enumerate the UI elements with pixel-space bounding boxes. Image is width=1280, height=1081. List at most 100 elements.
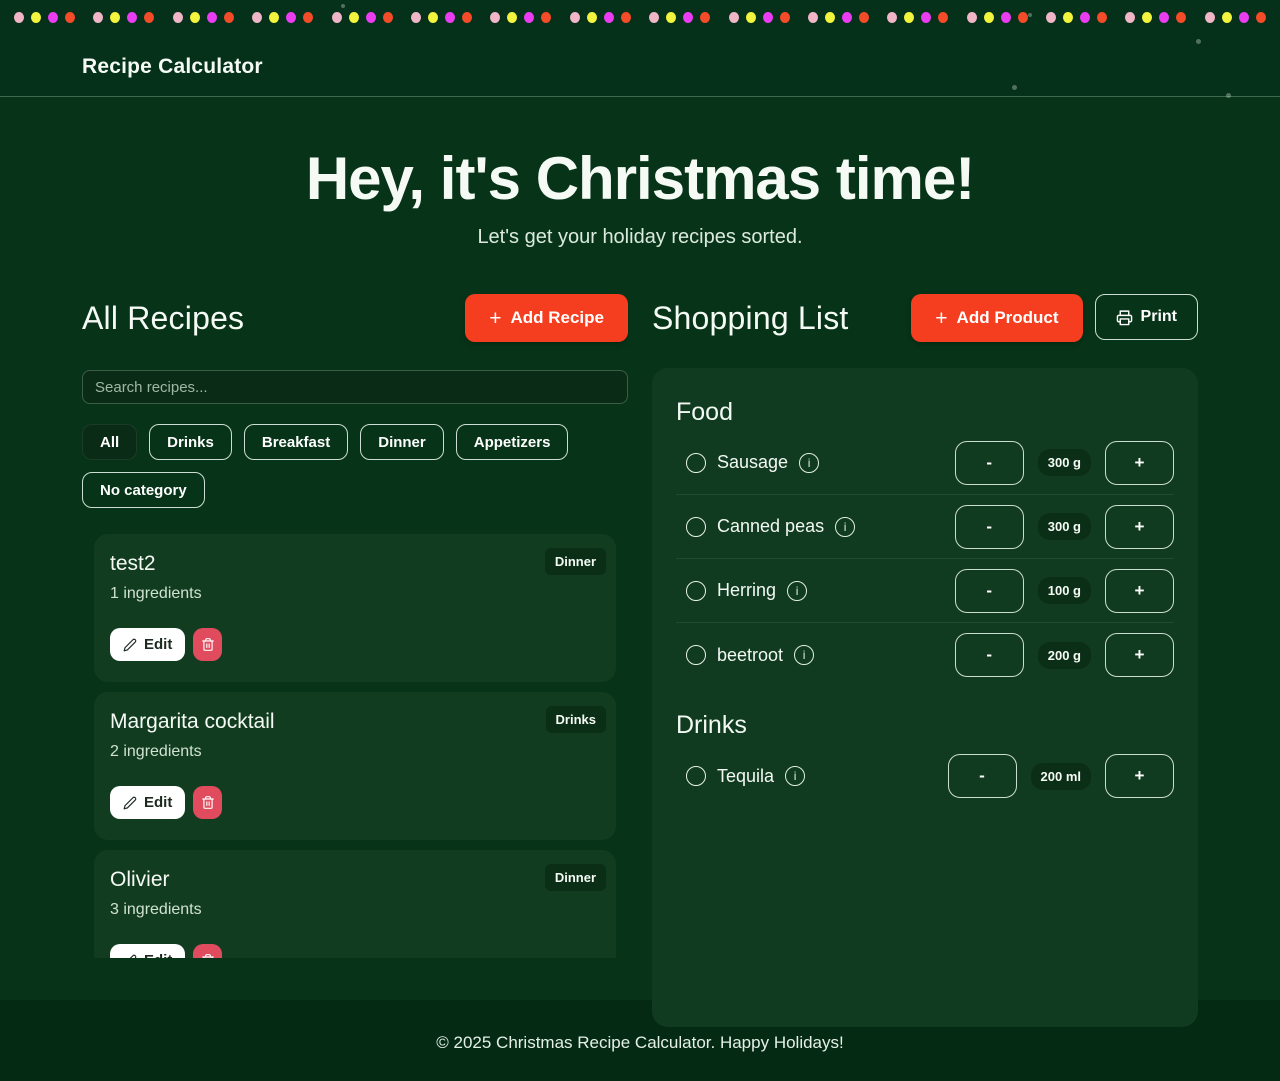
- light-dot: [31, 12, 41, 23]
- info-icon[interactable]: i: [794, 645, 815, 665]
- light-dot: [1221, 12, 1232, 23]
- item-quantity-controls: - 300 g +: [954, 440, 1174, 485]
- quantity-badge: 200 ml: [1030, 762, 1091, 790]
- light-dot: [172, 12, 183, 23]
- light-dot: [507, 12, 518, 23]
- category-chip-drinks[interactable]: Drinks: [149, 424, 232, 460]
- add-product-label: Add Product: [956, 308, 1059, 327]
- edit-recipe-button[interactable]: Edit: [110, 628, 186, 661]
- decrease-quantity-button[interactable]: -: [954, 633, 1024, 677]
- increase-quantity-button[interactable]: +: [1105, 633, 1174, 677]
- light-dot: [620, 12, 631, 23]
- light-dot: [779, 12, 790, 23]
- light-dot: [444, 12, 455, 23]
- item-check-circle[interactable]: [686, 766, 706, 786]
- recipe-category-badge: Drinks: [545, 706, 606, 733]
- printer-icon: [1116, 309, 1133, 326]
- item-info: Sausage i: [676, 452, 820, 473]
- light-dot: [824, 12, 835, 23]
- delete-recipe-button[interactable]: [193, 786, 223, 819]
- section-title: Food: [676, 398, 733, 426]
- increase-quantity-button[interactable]: +: [1105, 754, 1174, 798]
- decrease-quantity-button[interactable]: -: [954, 568, 1024, 613]
- light-dot: [331, 12, 342, 23]
- light-group: [1125, 12, 1187, 23]
- light-dot: [382, 12, 393, 23]
- item-info: beetroot i: [676, 645, 815, 666]
- add-product-button[interactable]: + Add Product: [911, 294, 1083, 342]
- snow-dot: [1028, 13, 1032, 17]
- delete-recipe-button[interactable]: [193, 628, 223, 661]
- recipe-actions: Edit: [110, 628, 600, 661]
- increase-quantity-button[interactable]: +: [1105, 568, 1174, 613]
- footer-text: © 2025 Christmas Recipe Calculator. Happ…: [436, 1033, 844, 1052]
- info-icon[interactable]: i: [787, 580, 808, 601]
- light-dot: [728, 12, 739, 23]
- light-dot: [666, 12, 677, 23]
- light-dot: [1159, 12, 1170, 23]
- light-dot: [427, 12, 438, 23]
- item-info: Tequila i: [676, 766, 806, 787]
- shopping-heading: Shopping List: [652, 299, 849, 336]
- shopping-list-panel: Food Sausage i - 300 g + Canned peas i -…: [652, 368, 1198, 1027]
- item-check-circle[interactable]: [686, 516, 706, 537]
- search-input[interactable]: [82, 370, 628, 404]
- item-name: Sausage: [717, 452, 789, 472]
- quantity-badge: 100 g: [1037, 577, 1091, 604]
- light-group: [331, 12, 393, 23]
- quantity-badge: 300 g: [1037, 513, 1091, 540]
- item-quantity-controls: - 200 g +: [954, 633, 1174, 677]
- light-dot: [252, 12, 263, 23]
- category-chip-appetizers[interactable]: Appetizers: [455, 424, 569, 460]
- light-group: [569, 12, 631, 23]
- info-icon[interactable]: i: [835, 516, 856, 537]
- light-group: [1204, 12, 1266, 23]
- pencil-icon: [123, 796, 137, 810]
- light-dot: [966, 12, 977, 23]
- light-group: [93, 12, 155, 23]
- light-group: [1046, 12, 1108, 23]
- light-dot: [1204, 12, 1215, 23]
- item-check-circle[interactable]: [686, 645, 706, 665]
- category-chip-all[interactable]: All: [82, 424, 138, 460]
- print-button[interactable]: Print: [1094, 294, 1198, 340]
- edit-recipe-button[interactable]: Edit: [110, 944, 186, 958]
- hero: Hey, it's Christmas time! Let's get your…: [0, 97, 1280, 249]
- light-dot: [1125, 12, 1136, 23]
- info-icon[interactable]: i: [799, 452, 820, 473]
- decrease-quantity-button[interactable]: -: [954, 440, 1024, 485]
- edit-recipe-button[interactable]: Edit: [110, 786, 186, 819]
- light-group: [649, 12, 711, 23]
- light-dot: [887, 12, 898, 23]
- snow-dot: [1012, 85, 1017, 90]
- light-dot: [65, 12, 75, 23]
- recipe-actions: Edit: [110, 944, 600, 958]
- light-dot: [14, 12, 24, 23]
- add-recipe-label: Add Recipe: [510, 308, 604, 327]
- quantity-badge: 300 g: [1037, 449, 1091, 476]
- trash-icon: [201, 953, 215, 958]
- category-chip-no-category[interactable]: No category: [82, 472, 205, 508]
- increase-quantity-button[interactable]: +: [1105, 504, 1174, 549]
- edit-label: Edit: [144, 794, 173, 811]
- category-chip-dinner[interactable]: Dinner: [360, 424, 444, 460]
- decrease-quantity-button[interactable]: -: [947, 754, 1017, 798]
- light-dot: [1255, 12, 1266, 23]
- item-check-circle[interactable]: [686, 452, 706, 473]
- shopping-item-row: Canned peas i - 300 g +: [676, 495, 1174, 559]
- section-title: Drinks: [676, 711, 747, 739]
- add-recipe-button[interactable]: + Add Recipe: [465, 294, 628, 342]
- plus-icon: +: [489, 306, 502, 330]
- light-dot: [365, 12, 376, 23]
- main-columns: All Recipes + Add Recipe All Drinks Brea…: [82, 294, 1198, 1027]
- increase-quantity-button[interactable]: +: [1105, 440, 1174, 485]
- item-check-circle[interactable]: [686, 580, 706, 601]
- delete-recipe-button[interactable]: [193, 944, 223, 958]
- trash-icon: [201, 795, 215, 810]
- category-chip-breakfast[interactable]: Breakfast: [243, 424, 349, 460]
- quantity-badge: 200 g: [1037, 641, 1091, 669]
- light-group: [252, 12, 314, 23]
- decrease-quantity-button[interactable]: -: [954, 504, 1024, 549]
- info-icon[interactable]: i: [785, 766, 806, 786]
- light-dot: [286, 12, 297, 23]
